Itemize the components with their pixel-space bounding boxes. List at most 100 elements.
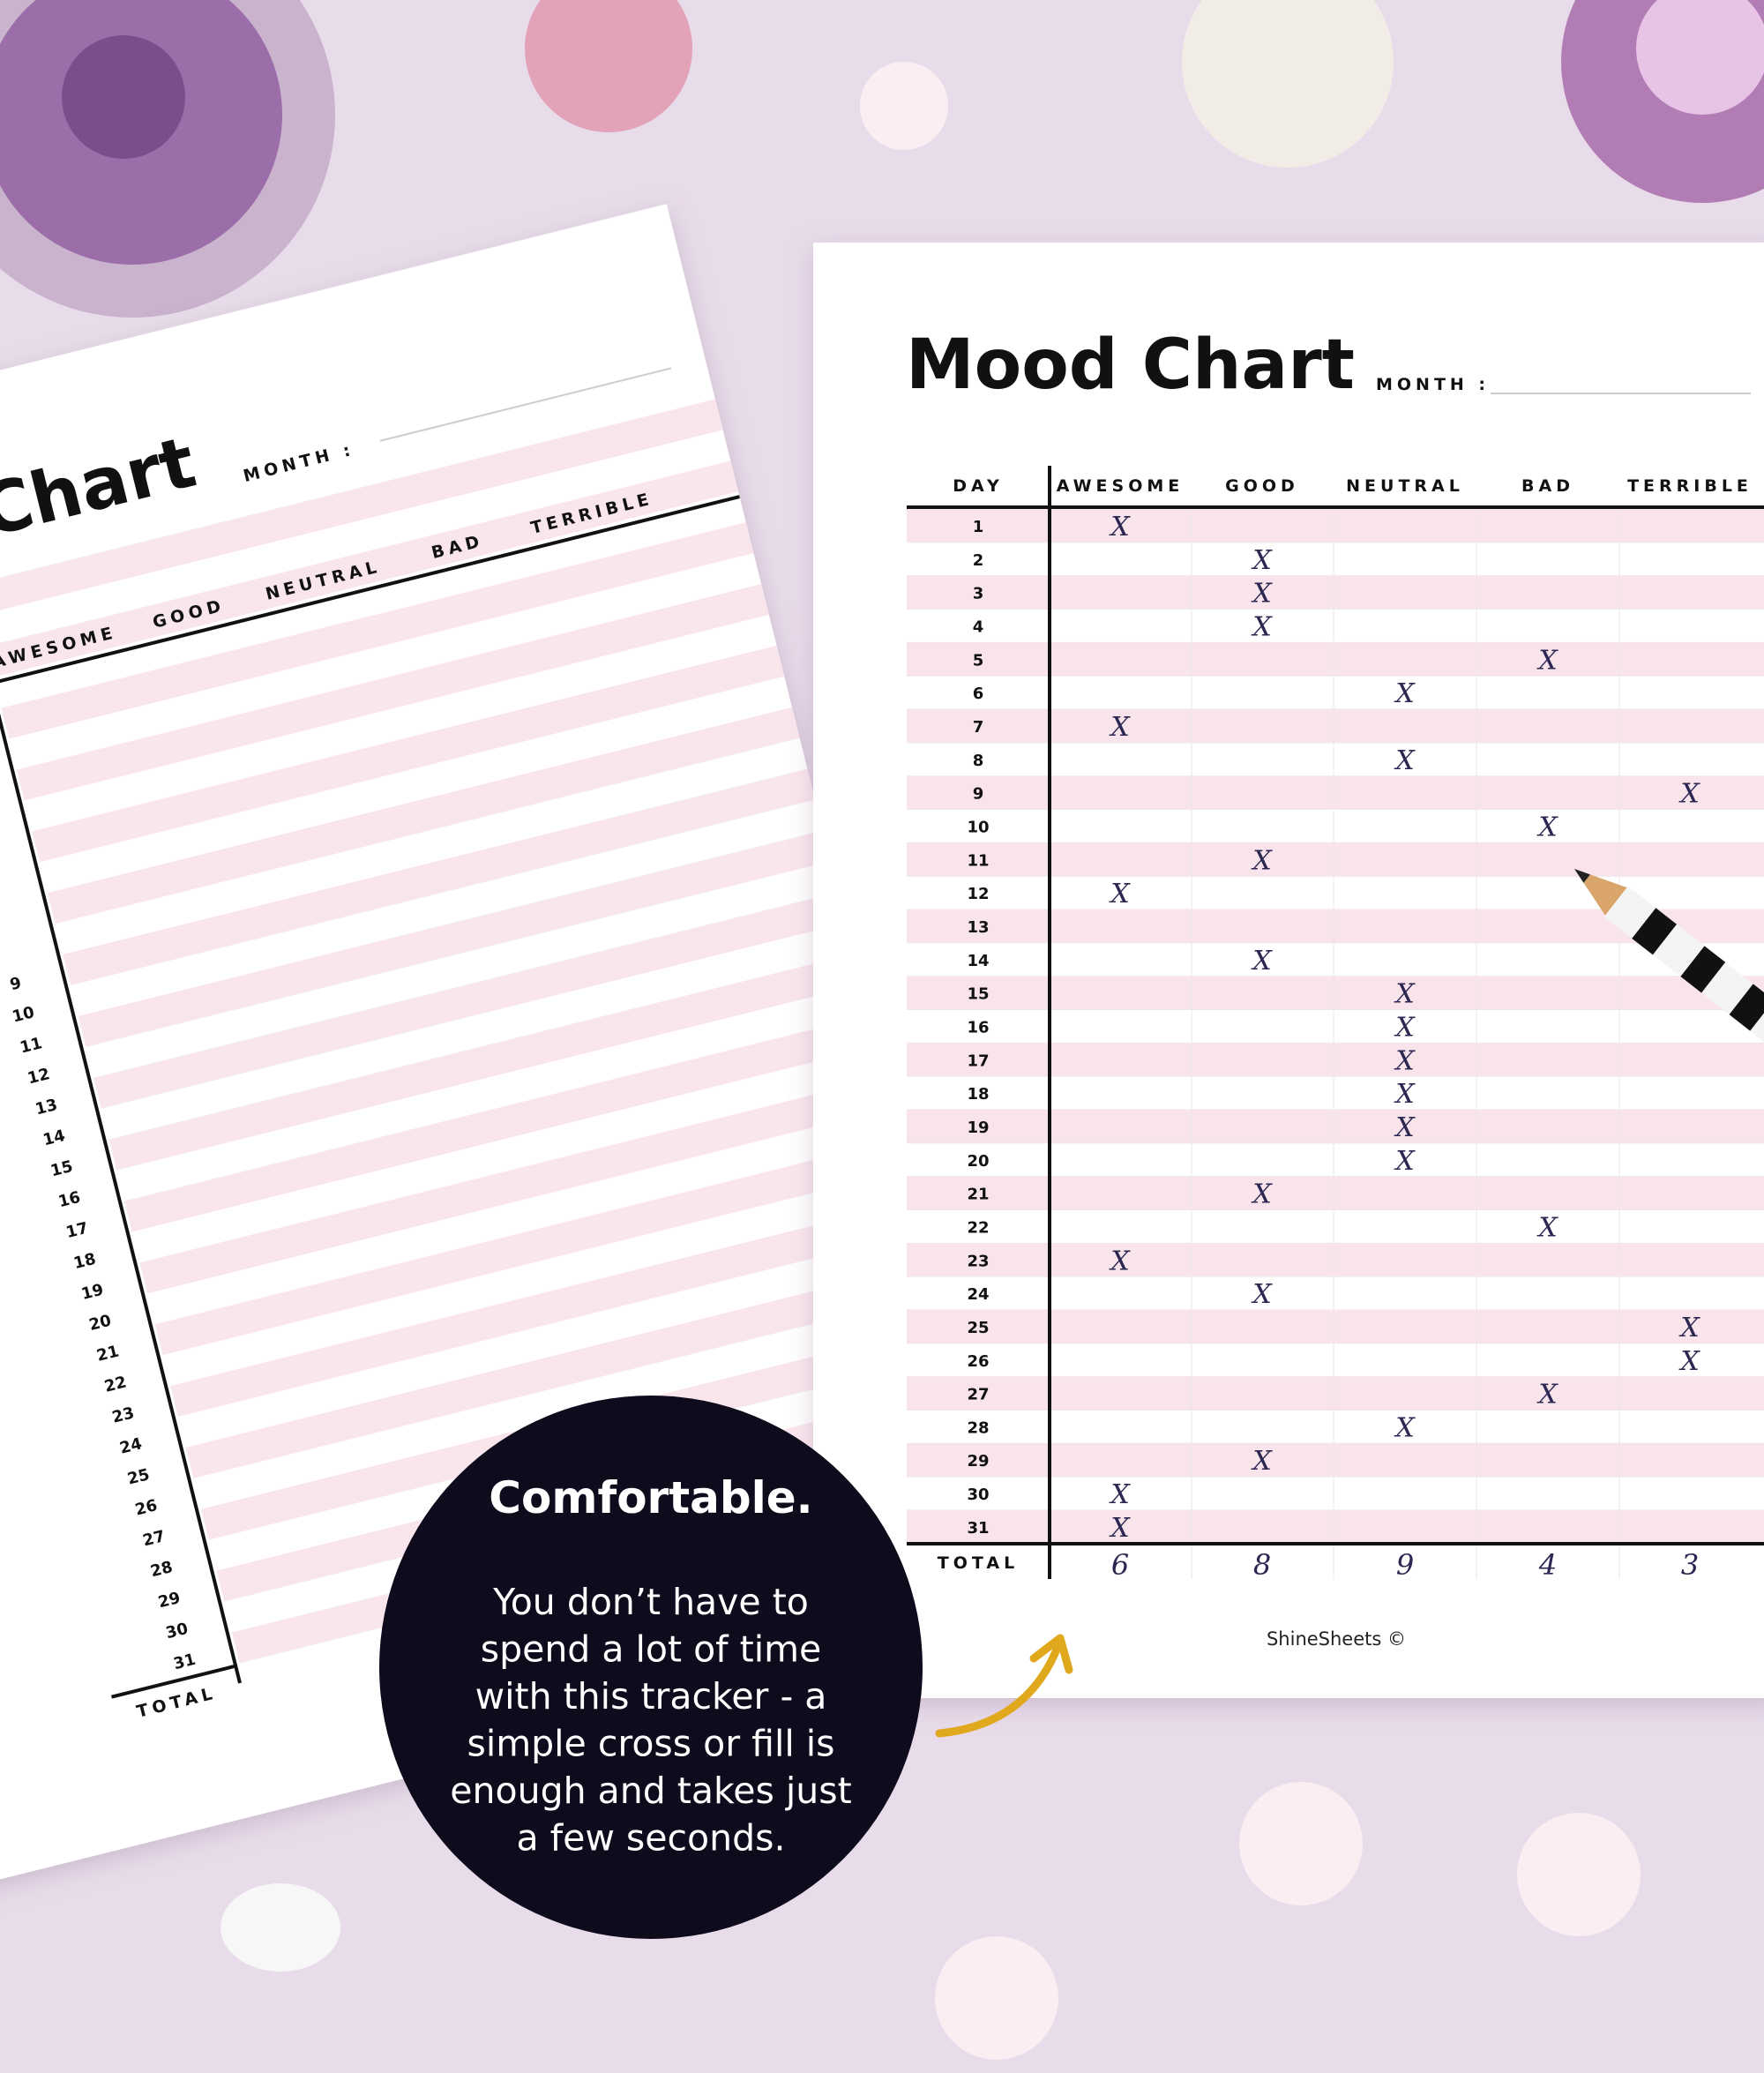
cross-mark: X	[1251, 845, 1273, 876]
month-line	[379, 367, 672, 442]
arrow	[935, 1641, 1063, 1738]
day-number: 9	[973, 785, 984, 804]
day-number: 17	[967, 1051, 989, 1070]
cross-mark: X	[1109, 712, 1131, 743]
day-number: 25	[967, 1319, 989, 1337]
day-number: 31	[967, 1519, 989, 1538]
cross-mark: X	[1394, 1112, 1416, 1143]
pencil	[1574, 869, 1764, 1080]
row-stripe	[185, 1261, 938, 1478]
candle-wax	[1636, 0, 1764, 115]
row-stripe	[907, 842, 1764, 877]
row-stripe	[1, 522, 754, 739]
total-value: 4	[1538, 1548, 1557, 1582]
day-number: 29	[967, 1452, 989, 1471]
cross-mark: X	[1109, 1246, 1131, 1276]
row-stripe	[907, 775, 1764, 810]
row-stripe	[139, 1076, 893, 1294]
row-stripe	[108, 954, 862, 1171]
row-stripe	[907, 1243, 1764, 1277]
total-value: 6	[1111, 1548, 1129, 1582]
column-header: BAD	[1521, 476, 1574, 496]
row-stripe	[0, 399, 723, 616]
callout-line: with this tracker - a	[475, 1675, 827, 1718]
coral-white	[1182, 0, 1394, 168]
footer: ShineSheets ©	[1267, 1628, 1406, 1650]
callout-line: enough and takes just	[450, 1770, 851, 1812]
cross-mark: X	[1109, 512, 1131, 543]
callout-title: Comfortable.	[489, 1472, 812, 1523]
header-line	[0, 495, 740, 797]
row-stripe	[78, 830, 831, 1047]
row-stripe	[907, 1443, 1764, 1478]
day-number: 2	[973, 551, 984, 570]
month-label: MONTH :	[1376, 375, 1490, 394]
column-header: NEUTRAL	[1346, 476, 1464, 496]
row-stripe	[907, 1043, 1764, 1077]
row-stripe	[907, 709, 1764, 743]
day-number: 9	[8, 974, 23, 994]
day-number: 20	[967, 1152, 989, 1171]
flower	[1239, 1782, 1363, 1905]
day-number: 30	[967, 1486, 989, 1504]
callout-line: a few seconds.	[517, 1817, 786, 1860]
day-number: 22	[967, 1218, 989, 1237]
row-stripe	[907, 642, 1764, 677]
row-stripe	[154, 1138, 908, 1356]
day-number: 16	[967, 1018, 989, 1036]
row-stripe	[907, 1376, 1764, 1411]
cross-mark: X	[1109, 1513, 1131, 1544]
row-stripe	[907, 1510, 1764, 1544]
day-number: 26	[967, 1352, 989, 1371]
cross-mark: X	[1251, 1279, 1273, 1310]
day-number: 19	[967, 1119, 989, 1137]
bottom-line	[111, 1664, 236, 1699]
day-number: 6	[973, 685, 984, 703]
day-number: 24	[967, 1285, 989, 1304]
right-sheet: Mood Chart MONTH : DAY AWESOME GOOD NEUTRAL BA…	[813, 243, 1764, 1698]
paper	[813, 243, 1764, 1698]
divider	[0, 638, 242, 1684]
total-value: 9	[1396, 1548, 1414, 1582]
callout: Comfortable. You don’t have to spend a lot…	[379, 1396, 923, 1939]
row-stripe	[47, 707, 800, 924]
cross-mark: X	[1394, 1146, 1416, 1177]
cross-mark: X	[1394, 1045, 1416, 1076]
total-value: 8	[1253, 1548, 1271, 1582]
callout-line: simple cross or fill is	[467, 1723, 834, 1765]
cross-mark: X	[1536, 812, 1558, 842]
cross-mark: X	[1394, 1412, 1416, 1443]
cross-mark: X	[1251, 1446, 1273, 1477]
day-header: DAY	[953, 476, 1003, 496]
cross-mark: X	[1536, 1380, 1558, 1411]
day-number: 12	[967, 885, 989, 903]
row-stripe	[63, 768, 816, 985]
flower	[860, 62, 948, 150]
day-number: 23	[967, 1252, 989, 1270]
row-stripe	[0, 460, 739, 677]
cross-mark: X	[1251, 1179, 1273, 1210]
row-stripe	[16, 584, 769, 801]
row-stripe	[123, 1015, 877, 1232]
cross-mark: X	[1394, 1079, 1416, 1110]
day-number: 1	[973, 518, 984, 536]
day-number: 8	[973, 752, 984, 770]
row-stripe	[907, 1110, 1764, 1143]
row-stripe	[907, 575, 1764, 610]
row-stripe	[907, 1176, 1764, 1210]
day-number: 7	[973, 718, 984, 737]
column-header: TERRIBLE	[1627, 476, 1753, 496]
succulent	[0, 0, 335, 318]
row-stripe	[170, 1200, 923, 1418]
column-header: GOOD	[1225, 476, 1299, 496]
row-stripe	[907, 509, 1764, 543]
total-value: 3	[1681, 1548, 1699, 1582]
cross-mark: X	[1251, 545, 1273, 576]
total-label: TOTAL	[938, 1553, 1019, 1573]
cross-mark: X	[1251, 611, 1273, 642]
cross-mark: X	[1394, 678, 1416, 709]
cross-mark: X	[1109, 1479, 1131, 1510]
row-stripe	[907, 976, 1764, 1010]
callout-circle	[379, 1396, 923, 1939]
